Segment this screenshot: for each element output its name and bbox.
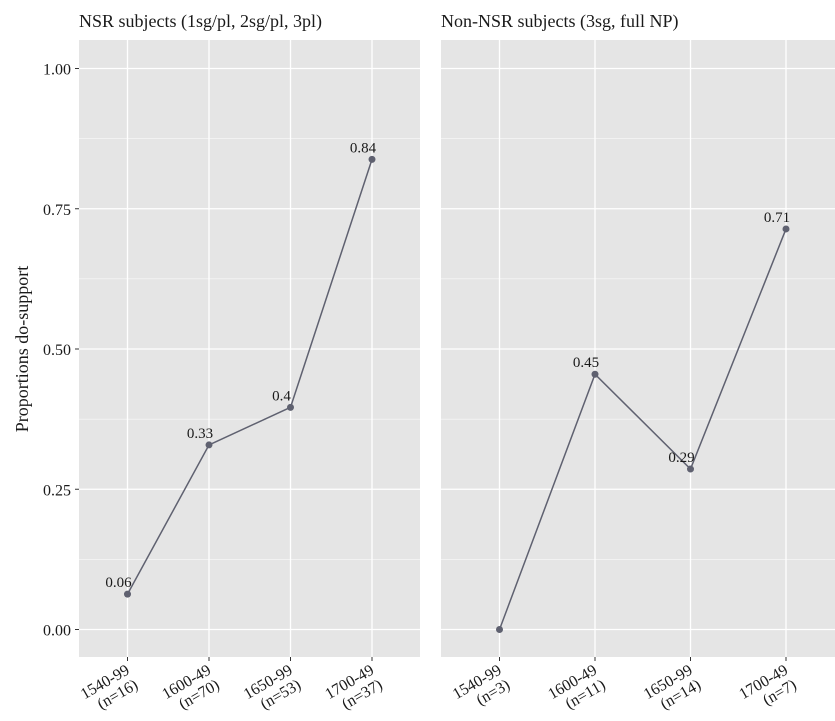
data-point	[496, 626, 503, 633]
x-tick-label: 1600-49(n=11)	[545, 662, 608, 718]
data-point	[124, 590, 131, 598]
y-tick-label: 1.00	[43, 62, 71, 79]
data-label: 0.06	[105, 575, 132, 591]
x-tick-label: 1650-99(n=53)	[241, 662, 304, 718]
series-line	[126, 159, 373, 595]
y-axis-label: Proportions do-support	[12, 266, 32, 433]
x-tick-label: 1650-99(n=14)	[641, 662, 704, 718]
y-tick-label: 0.25	[43, 482, 71, 499]
data-label: 0.45	[573, 355, 599, 371]
data-point	[782, 225, 790, 233]
series-line	[498, 228, 787, 630]
x-tick-label: 1600-49(n=70)	[159, 662, 222, 718]
data-label: 0.33	[187, 426, 213, 442]
data-point	[591, 370, 599, 378]
data-point	[205, 441, 213, 449]
data-label: 0.29	[668, 450, 694, 466]
data-label: 0.71	[764, 210, 790, 226]
x-tick-label: 1540-99(n=3)	[450, 662, 513, 718]
chart-panel-1: 0.00 0.25 0.50 0.75 1.00 1540-99(n=16) 1600-49…	[43, 11, 420, 718]
data-point	[368, 155, 376, 163]
x-tick-label: 1700-49(n=7)	[736, 662, 799, 718]
panel-title: NSR subjects (1sg/pl, 2sg/pl, 3pl)	[79, 11, 322, 32]
y-tick-label: 0.50	[43, 342, 71, 359]
panel-title: Non-NSR subjects (3sg, full NP)	[441, 11, 679, 32]
chart-panel-2: 1540-99(n=3) 1600-49(n=11) 1650-99(n=14) 17…	[441, 11, 835, 718]
y-tick-label: 0.75	[43, 202, 71, 219]
data-point	[687, 465, 694, 473]
data-point	[287, 403, 294, 411]
data-label: 0.4	[272, 388, 291, 404]
y-tick-label: 0.00	[43, 623, 71, 640]
x-tick-label: 1540-99(n=16)	[78, 662, 141, 718]
data-label: 0.84	[350, 140, 377, 156]
x-tick-label: 1700-49(n=37)	[322, 662, 385, 718]
